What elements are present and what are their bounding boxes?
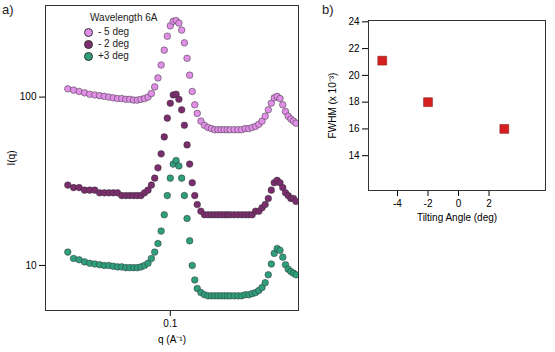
svg-text:18: 18 [348,96,360,107]
svg-text:q (A⁻¹): q (A⁻¹) [158,334,186,345]
svg-text:I(q): I(q) [6,151,17,166]
html-text:+3 deg: +3 deg [98,50,129,61]
svg-text:14: 14 [348,150,360,161]
svg-text:0: 0 [456,198,462,209]
svg-text:22: 22 [348,43,360,54]
svg-text:24: 24 [348,16,360,27]
svg-text:-2: -2 [424,198,433,209]
svg-text:0.1: 0.1 [163,318,177,329]
html-text:- 2 deg: - 2 deg [98,38,130,49]
svg-text:10: 10 [25,260,37,271]
html-text:a): a) [2,2,14,17]
html-text:- 5 deg: - 5 deg [98,26,130,37]
html-text:b): b) [322,2,334,17]
svg-text:16: 16 [348,123,360,134]
svg-text:20: 20 [348,70,360,81]
svg-text:100: 100 [20,91,37,102]
svg-text:-4: -4 [393,198,402,209]
html-text:Wavelength 6A: Wavelength 6A [90,12,158,23]
svg-text:Tilting Angle (deg): Tilting Angle (deg) [417,212,497,223]
svg-text:2: 2 [486,198,492,209]
svg-text:FWHM (x 10⁻³): FWHM (x 10⁻³) [327,73,338,139]
